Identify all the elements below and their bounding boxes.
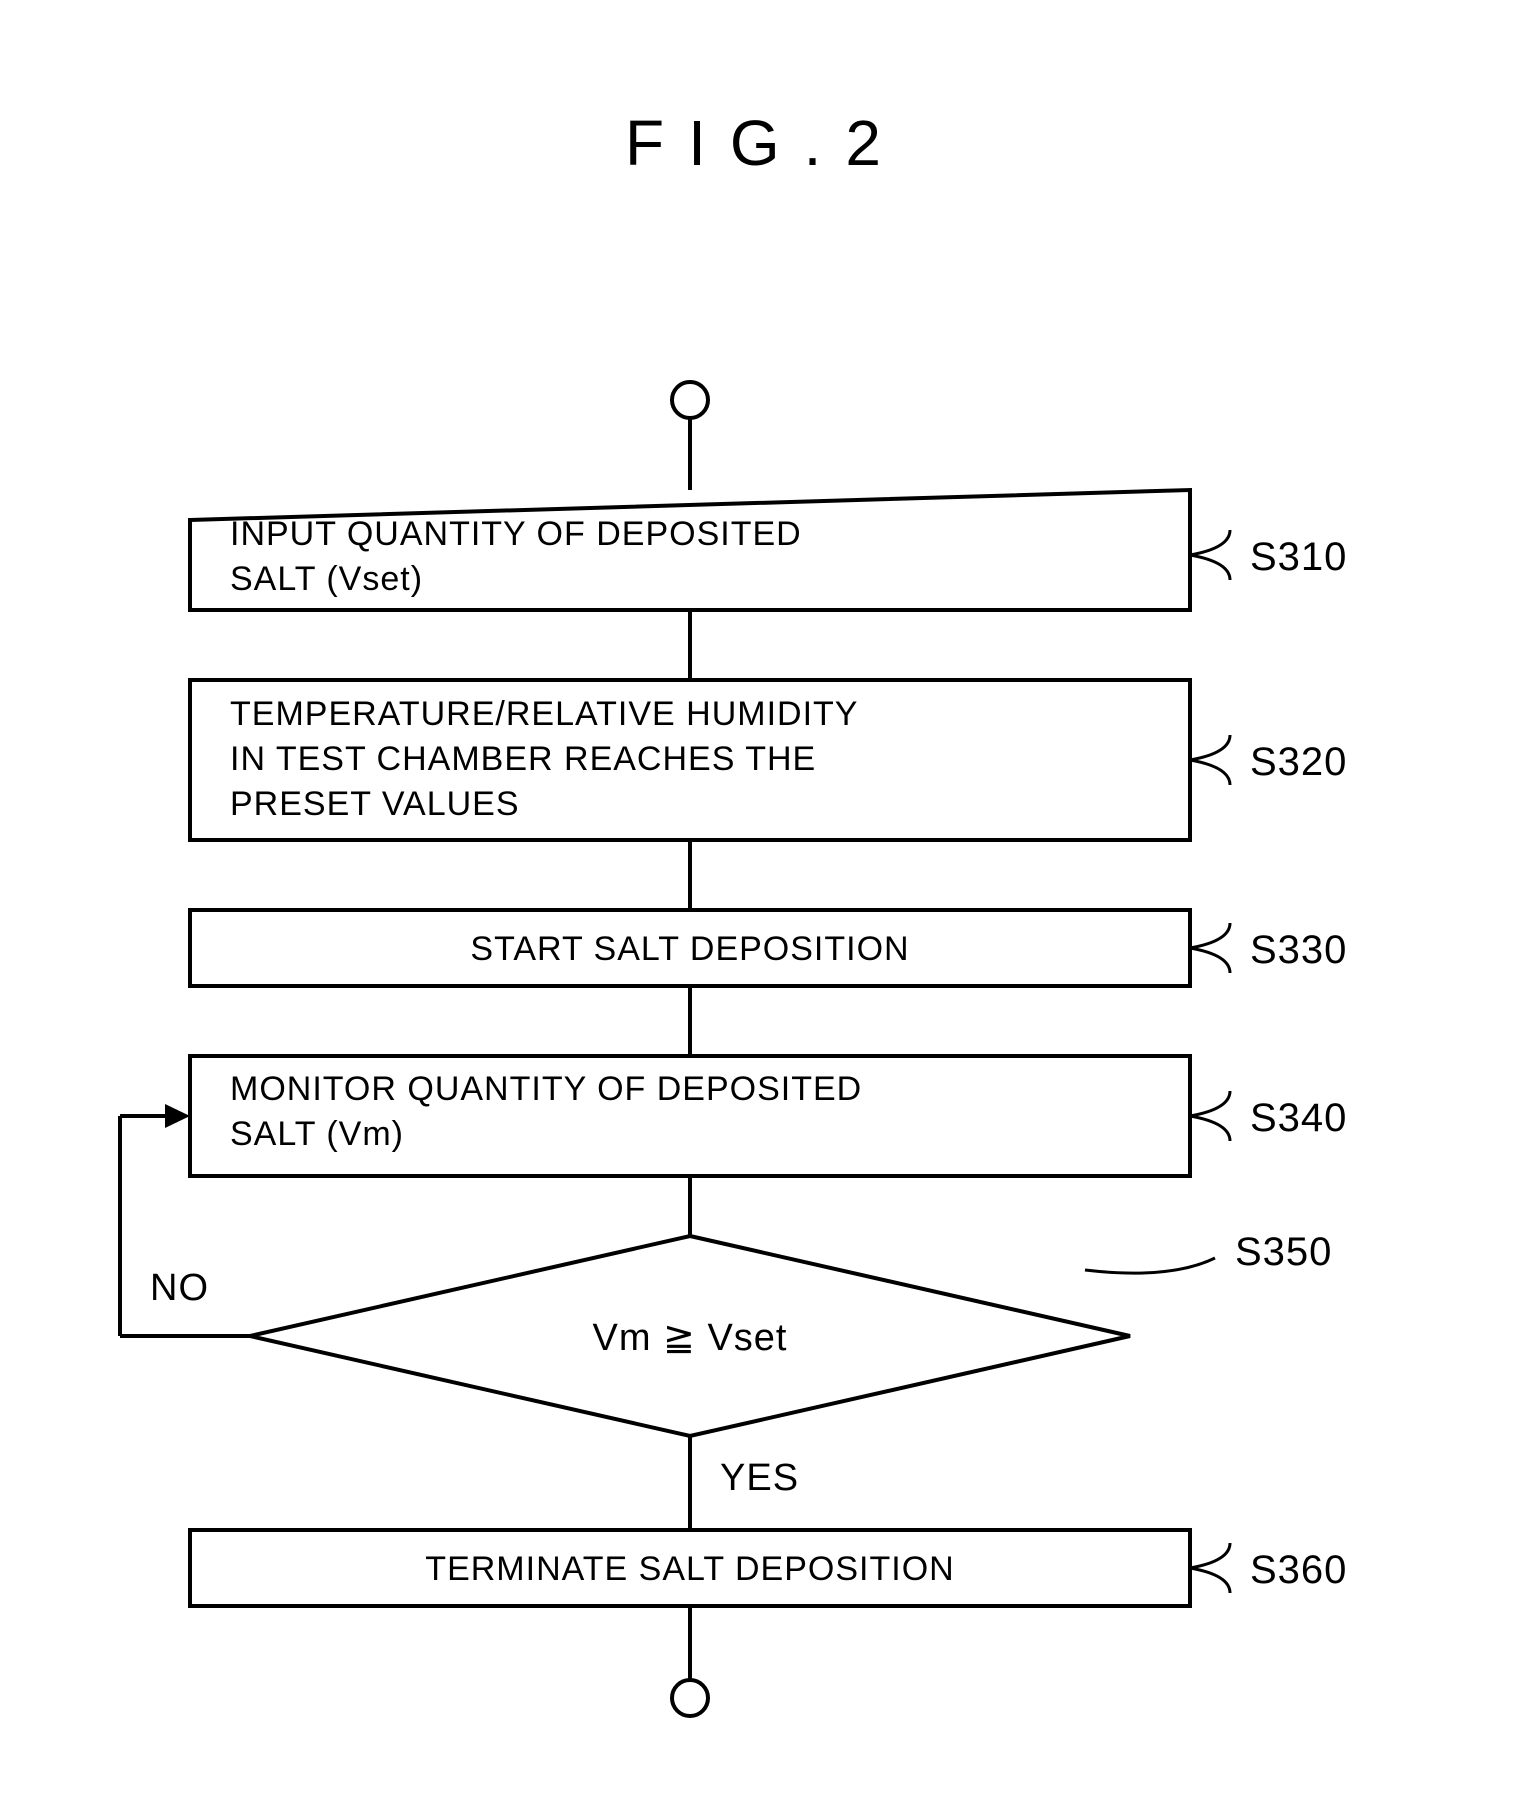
arrowhead	[165, 1104, 190, 1128]
s310-line1: INPUT QUANTITY OF DEPOSITED	[230, 515, 802, 553]
label-tick	[1190, 530, 1230, 580]
s340-line1: MONITOR QUANTITY OF DEPOSITED	[230, 1070, 862, 1108]
s330-line1: START SALT DEPOSITION	[470, 930, 909, 968]
label-tick	[1190, 735, 1230, 785]
node-s350: Vm ≧ Vset	[250, 1236, 1130, 1436]
label-tick	[1085, 1258, 1215, 1273]
label-tick	[1190, 923, 1230, 973]
no-label: NO	[150, 1267, 209, 1309]
s320-line2: IN TEST CHAMBER REACHES THE	[230, 740, 816, 778]
s320-line3: PRESET VALUES	[230, 785, 520, 823]
s310-label: S310	[1250, 535, 1347, 579]
node-s360: TERMINATE SALT DEPOSITION	[190, 1530, 1190, 1606]
figure-title: FIG.2	[625, 107, 905, 179]
s320-label: S320	[1250, 740, 1347, 784]
s330-label: S330	[1250, 928, 1347, 972]
start-terminator	[672, 382, 708, 418]
label-tick	[1190, 1543, 1230, 1593]
s350-label: S350	[1235, 1230, 1332, 1274]
s350-text: Vm ≧ Vset	[593, 1317, 788, 1359]
node-s330: START SALT DEPOSITION	[190, 910, 1190, 986]
s320-line1: TEMPERATURE/RELATIVE HUMIDITY	[230, 695, 858, 733]
s340-label: S340	[1250, 1096, 1347, 1140]
label-tick	[1190, 1091, 1230, 1141]
s360-label: S360	[1250, 1548, 1347, 1592]
flowchart: FIG.2 INPUT QUANTITY OF DEPOSITED SALT (…	[0, 0, 1530, 1798]
end-terminator	[672, 1680, 708, 1716]
yes-label: YES	[720, 1457, 799, 1499]
s360-line1: TERMINATE SALT DEPOSITION	[425, 1550, 954, 1588]
node-s310: INPUT QUANTITY OF DEPOSITED SALT (Vset)	[190, 490, 1190, 610]
s310-line2: SALT (Vset)	[230, 560, 423, 598]
node-s320: TEMPERATURE/RELATIVE HUMIDITY IN TEST CH…	[190, 680, 1190, 840]
s340-line2: SALT (Vm)	[230, 1115, 404, 1153]
node-s340: MONITOR QUANTITY OF DEPOSITED SALT (Vm)	[190, 1056, 1190, 1176]
